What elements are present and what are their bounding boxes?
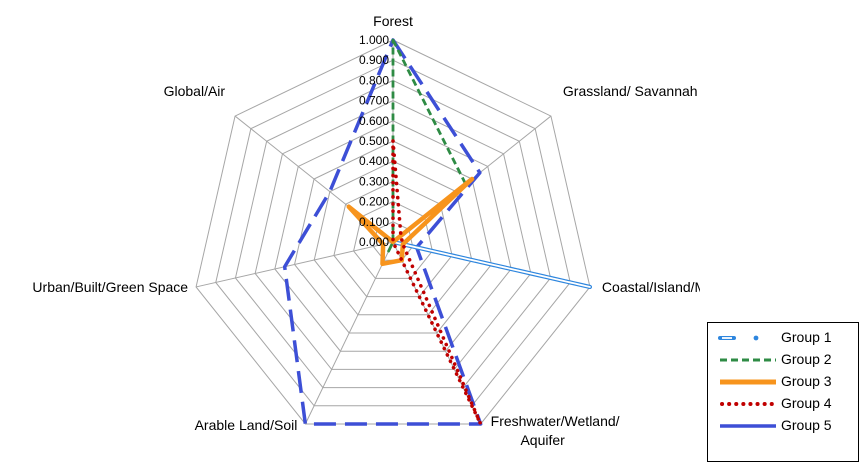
series-line <box>346 176 475 267</box>
grid-ring <box>234 79 552 389</box>
tick-label: 0.500 <box>359 134 389 148</box>
radar-chart: 0.000 0.100 0.200 0.300 0.400 0.500 0.600 0.700… <box>32 13 700 448</box>
legend-item-group-1: Group 1 <box>708 327 858 349</box>
tick-label: 0.600 <box>359 114 389 128</box>
spoke <box>304 241 394 425</box>
axis-label-line: Aquifer <box>520 432 565 448</box>
axis-label-line: Freshwater/Wetland/ <box>491 413 620 429</box>
axis-label-line: Urban/Built/Green Space <box>32 279 188 295</box>
tick-label: 0.100 <box>359 215 389 229</box>
tick-labels: 0.000 0.100 0.200 0.300 0.400 0.500 0.600 0.700… <box>359 33 389 249</box>
grid-ring <box>293 140 493 334</box>
series-line <box>282 38 483 426</box>
axis-label-line: Grassland/ Savannah <box>563 83 698 99</box>
grid-ring <box>215 59 571 407</box>
legend-label-group-3: Group 3 <box>781 373 832 389</box>
series-group-2 <box>387 38 468 253</box>
legend-label-group-5: Group 5 <box>781 417 832 433</box>
series-group-4 <box>391 139 483 426</box>
tick-label: 0.800 <box>359 73 389 87</box>
series-line <box>387 38 468 253</box>
legend-swatch-group-5 <box>720 424 776 428</box>
legend-item-group-4: Group 4 <box>708 393 858 415</box>
tick-label: 0.000 <box>359 235 389 249</box>
series-line-inner <box>392 241 591 288</box>
series-group-1 <box>390 239 593 290</box>
legend-item-group-3: Group 3 <box>708 371 858 393</box>
series-group-5 <box>282 38 483 426</box>
legend-label-group-2: Group 2 <box>781 351 832 367</box>
axis-label: Forest <box>373 13 413 29</box>
axis-label: Arable Land/Soil <box>195 417 298 433</box>
grid-ring <box>274 120 512 352</box>
legend: Group 1 Group 2 Group 3 Group 4 Group 5 <box>707 322 859 462</box>
grid-ring <box>313 160 473 316</box>
axis-labels: Forest Grassland/ Savannah Coastal/Island/… <box>32 13 700 448</box>
legend-swatch-group-2 <box>720 358 776 362</box>
axis-label-line: Coastal/Island/Marine <box>602 279 700 295</box>
axis-label: Freshwater/Wetland/Aquifer <box>491 413 620 448</box>
axis-label: Coastal/Island/Marine <box>602 279 700 295</box>
axis-label: Urban/Built/Green Space <box>32 279 188 295</box>
legend-label-group-1: Group 1 <box>781 329 832 345</box>
axis-label: Grassland/ Savannah <box>563 83 698 99</box>
grid-ring <box>333 180 453 298</box>
tick-label: 0.300 <box>359 174 389 188</box>
series-line <box>391 139 483 426</box>
tick-label: 1.000 <box>359 33 389 47</box>
tick-label: 0.400 <box>359 154 389 168</box>
legend-swatch-group-4 <box>720 402 778 406</box>
legend-label-group-4: Group 4 <box>781 395 832 411</box>
axis-label: Global/Air <box>164 83 226 99</box>
spoke <box>195 241 394 288</box>
series-layer <box>282 38 593 426</box>
legend-swatch-group-3 <box>720 379 776 385</box>
tick-label: 0.200 <box>359 195 389 209</box>
axis-label-line: Arable Land/Soil <box>195 417 298 433</box>
radar-grid <box>195 39 591 425</box>
series-group-3 <box>346 176 475 267</box>
tick-label: 0.700 <box>359 94 389 108</box>
legend-swatch-group-1 <box>718 335 759 341</box>
legend-item-group-5: Group 5 <box>708 415 858 437</box>
axis-label-line: Global/Air <box>164 83 226 99</box>
tick-label: 0.900 <box>359 53 389 67</box>
legend-item-group-2: Group 2 <box>708 349 858 371</box>
grid-ring <box>254 100 532 370</box>
axis-label-line: Forest <box>373 13 413 29</box>
